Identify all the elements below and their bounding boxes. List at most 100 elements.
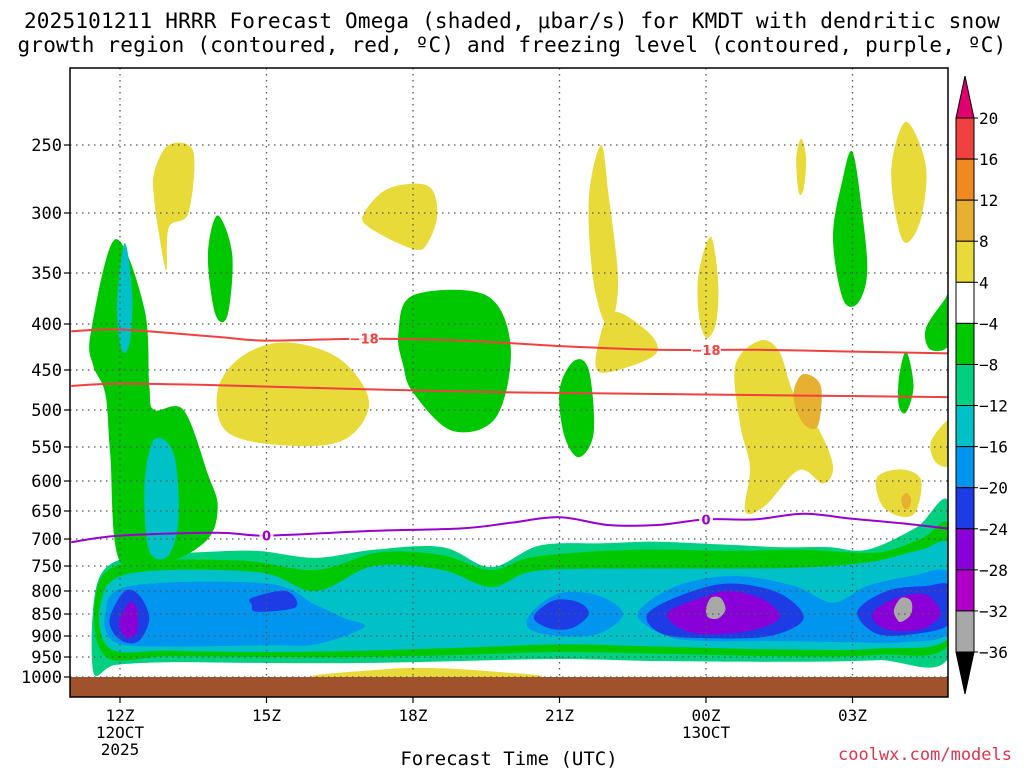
omega-region <box>891 121 927 243</box>
colorbar-label: −24 <box>979 520 1008 539</box>
omega-region <box>588 144 619 327</box>
omega-region <box>793 373 822 429</box>
contour-label-bg <box>691 341 721 358</box>
omega-shading <box>89 121 948 678</box>
omega-region <box>930 420 948 468</box>
omega-region <box>310 667 543 678</box>
omega-region <box>104 581 366 647</box>
x-tick-year: 2025 <box>101 740 140 759</box>
omega-region <box>898 351 914 414</box>
y-tick-label: 400 <box>31 315 62 335</box>
contour-label: −18 <box>692 344 721 359</box>
x-tick-label: 12Z <box>106 706 135 725</box>
colorbar-label: −36 <box>979 643 1008 662</box>
y-tick-label: 600 <box>31 472 62 492</box>
contour-freezing-level <box>71 512 948 544</box>
omega-region <box>833 150 868 307</box>
x-tick-date: 13OCT <box>682 723 731 742</box>
colorbar-label: 16 <box>979 150 998 169</box>
colorbar-label: −16 <box>979 438 1008 457</box>
x-tick-label: 00Z <box>692 706 721 725</box>
ground-surface-bar <box>70 677 948 697</box>
colorbar-bin <box>955 528 975 571</box>
contour-dendritic-bottom <box>71 382 948 399</box>
colorbar-bin <box>955 610 975 653</box>
y-tick-label: 500 <box>31 401 62 421</box>
colorbar-bin <box>955 569 975 612</box>
plot-frame <box>69 67 949 698</box>
y-tick-label: 650 <box>31 502 62 522</box>
omega-region <box>595 311 658 373</box>
x-tick-date: 12OCT <box>96 723 145 742</box>
colorbar-bin <box>955 363 975 407</box>
x-tick-label: 03Z <box>838 706 867 725</box>
y-tick-label: 900 <box>31 627 62 647</box>
colorbar-bin <box>955 487 975 530</box>
colorbar-label: −12 <box>979 397 1008 416</box>
colorbar-bin <box>955 322 975 365</box>
omega-region <box>249 590 298 612</box>
contour-label: 0 <box>701 513 710 528</box>
contour-label-bg <box>699 511 713 528</box>
colorbar-label: −8 <box>979 355 998 374</box>
colorbar-bin <box>955 158 975 201</box>
omega-region <box>216 342 370 447</box>
colorbar-label: −4 <box>979 314 998 333</box>
chart-title-line-1: 2025101211 HRRR Forecast Omega (shaded, … <box>23 9 1001 33</box>
colorbar-legend: 20 16 12 8 4 −4 −8 −12 −16 −20 −24 −28 −32 −36 <box>955 75 1008 695</box>
contour-label: 0 <box>262 530 271 545</box>
colorbar-label: 8 <box>979 232 989 251</box>
y-tick-label: 250 <box>31 136 62 156</box>
y-tick-label: 850 <box>31 605 62 625</box>
colorbar-label: 12 <box>979 191 998 210</box>
omega-region <box>533 599 589 630</box>
contour-label-bg <box>349 330 380 347</box>
x-tick-label: 21Z <box>545 706 574 725</box>
x-tick-label: 18Z <box>399 706 428 725</box>
x-axis-label: Forecast Time (UTC) <box>400 748 617 768</box>
omega-region <box>697 236 719 339</box>
y-tick-label: 800 <box>31 582 62 602</box>
colorbar-label: 4 <box>979 273 989 292</box>
contour-lines <box>71 328 948 544</box>
omega-region <box>796 138 807 196</box>
omega-region <box>397 289 511 433</box>
colorbar-label: −20 <box>979 479 1008 498</box>
y-tick-label: 1000 <box>21 668 62 688</box>
y-axis-ticks: 2503003504004505005506006507007508008509… <box>21 136 70 688</box>
colorbar-bin <box>955 405 975 448</box>
y-tick-label: 550 <box>31 438 62 458</box>
omega-region <box>705 596 726 620</box>
colorbar-top-arrow <box>955 75 975 119</box>
credit-link[interactable]: coolwx.com/models <box>838 745 1012 765</box>
y-tick-label: 750 <box>31 557 62 577</box>
y-tick-label: 350 <box>31 264 62 284</box>
colorbar-bin <box>955 281 975 324</box>
colorbar-label: 20 <box>979 109 998 128</box>
colorbar-label: −32 <box>979 602 1008 621</box>
y-tick-label: 950 <box>31 648 62 668</box>
omega-region <box>875 469 922 518</box>
colorbar-bin <box>955 240 975 283</box>
omega-region <box>116 243 133 353</box>
contour-label-bg <box>259 527 274 544</box>
omega-region <box>893 597 913 623</box>
grid-lines <box>70 68 948 678</box>
contour-labels: −18 −18 0 0 <box>259 330 721 545</box>
contour-label: −18 <box>350 333 379 348</box>
omega-region <box>924 291 948 352</box>
x-tick-label: 15Z <box>252 706 281 725</box>
colorbar-bottom-arrow <box>955 651 975 695</box>
y-tick-label: 300 <box>31 204 62 224</box>
omega-region <box>559 359 595 458</box>
chart-title-line-2: growth region (contoured, red, ºC) and f… <box>17 33 1007 57</box>
colorbar-bin <box>955 117 975 160</box>
omega-region <box>152 142 195 271</box>
omega-region <box>144 437 179 560</box>
omega-region <box>207 215 233 323</box>
omega-region <box>901 493 912 510</box>
colorbar-bin <box>955 199 975 242</box>
colorbar-bin <box>955 446 975 489</box>
contour-dendritic-top <box>71 328 948 355</box>
